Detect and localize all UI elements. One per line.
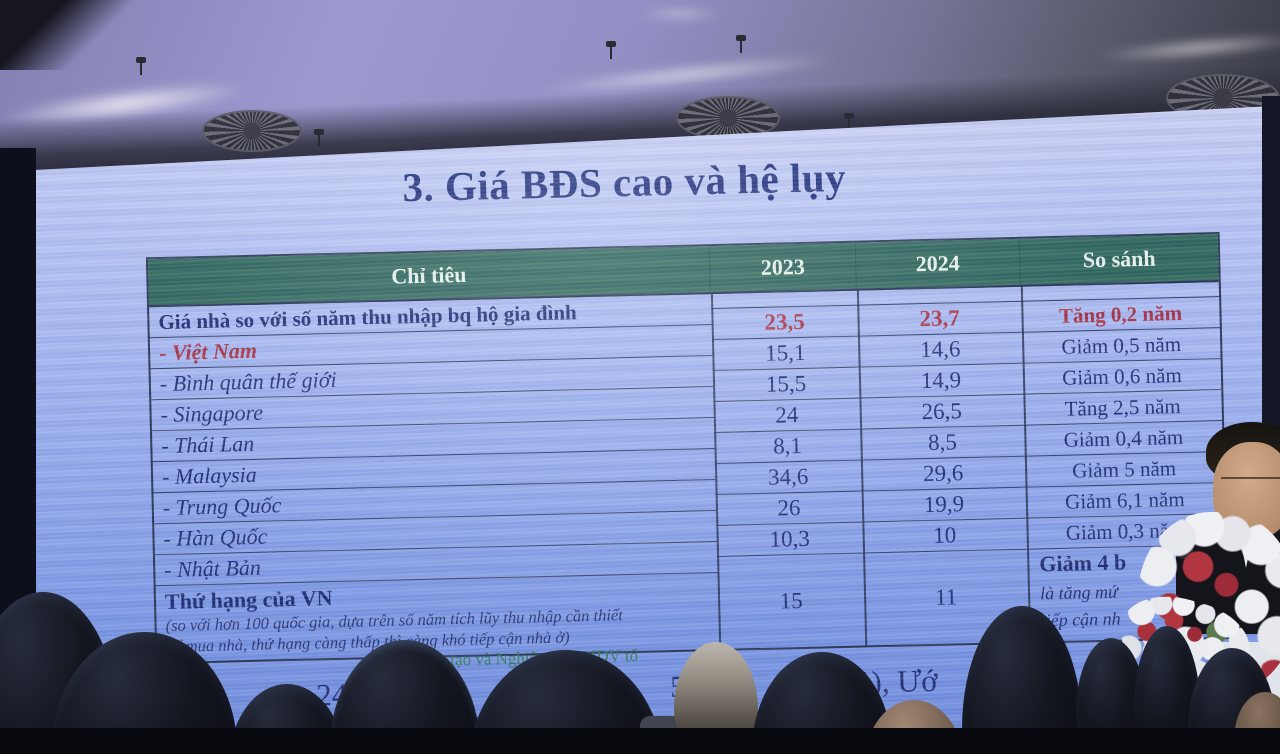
ceiling-vent: [202, 110, 302, 152]
cell-2024: 8,5: [927, 429, 958, 455]
cell-compare: Tăng 0,2 năm: [1058, 300, 1183, 328]
row-label-thailand: - Thái Lan: [161, 430, 255, 459]
cell-2023: 34,6: [767, 463, 809, 490]
ceiling-light-streak: [620, 6, 740, 22]
cell-compare: Giảm 0,4 năm: [1063, 424, 1184, 452]
header-cell-2023: 2023: [709, 242, 857, 293]
ceiling-shadow: [0, 0, 150, 70]
row-label-world-average: - Bình quân thế giới: [159, 366, 337, 397]
row-label-china: - Trung Quốc: [162, 492, 282, 521]
cell-compare: Giảm 6,1 năm: [1064, 486, 1185, 514]
cell-2024: 29,6: [922, 460, 964, 487]
cell-2023: 23,5: [764, 308, 806, 335]
cell-2024: 10: [932, 522, 957, 548]
cell-2024: 23,7: [919, 305, 960, 332]
cell-2023: 26: [777, 495, 801, 521]
led-screen: 3. Giá BĐS cao và hệ lụy Chỉ tiêu 2023 2…: [34, 106, 1274, 754]
cell-2024: 14,9: [920, 367, 962, 394]
sprinkler: [136, 57, 146, 75]
cell-compare: Tăng 2,5 năm: [1064, 393, 1181, 421]
row-label-singapore: - Singapore: [160, 399, 264, 428]
cell-2023: 8,1: [772, 432, 803, 459]
row-label-malaysia: - Malaysia: [161, 461, 258, 490]
speaker-glasses: [1221, 477, 1280, 489]
label-column: Giá nhà so với số năm thu nhập bq hộ gia…: [149, 294, 719, 662]
ceiling-light-streak: [1049, 22, 1280, 74]
sprinkler: [844, 113, 854, 131]
cell-2023: 24: [774, 402, 799, 428]
value-columns: 23,5 23,7 Tăng 0,2 năm 15,1 14,6 Giảm 0,…: [710, 282, 1225, 630]
audience-row: [0, 728, 1280, 754]
row-label-vietnam: - Việt Nam: [158, 337, 258, 366]
rank-cell-2024: 11: [934, 584, 958, 610]
cell-2024: 26,5: [921, 398, 963, 425]
cell-2024: 14,6: [919, 336, 961, 363]
data-table: Chỉ tiêu 2023 2024 So sánh Giá nhà so vớ…: [145, 232, 1230, 665]
cell-2023: 15,1: [764, 339, 806, 366]
cell-compare: Giảm 5 năm: [1071, 455, 1177, 483]
ceiling-vent: [676, 96, 780, 140]
cell-2024: 19,9: [923, 491, 965, 518]
row-label-japan: - Nhật Bản: [163, 554, 262, 583]
cell-compare: Giảm 0,5 năm: [1061, 331, 1182, 359]
sprinkler: [736, 35, 746, 53]
cell-compare: Giảm 0,6 năm: [1061, 362, 1183, 390]
row-label-korea: - Hàn Quốc: [163, 523, 268, 552]
sprinkler: [606, 41, 616, 59]
sprinkler: [314, 129, 324, 147]
rank-cell-2023: 15: [779, 587, 803, 614]
header-cell-so-sanh: So sánh: [1082, 245, 1156, 273]
cell-2023: 15,5: [765, 370, 807, 397]
cell-2023: 10,3: [769, 525, 811, 552]
header-cell-2024: 2024: [855, 238, 1021, 289]
